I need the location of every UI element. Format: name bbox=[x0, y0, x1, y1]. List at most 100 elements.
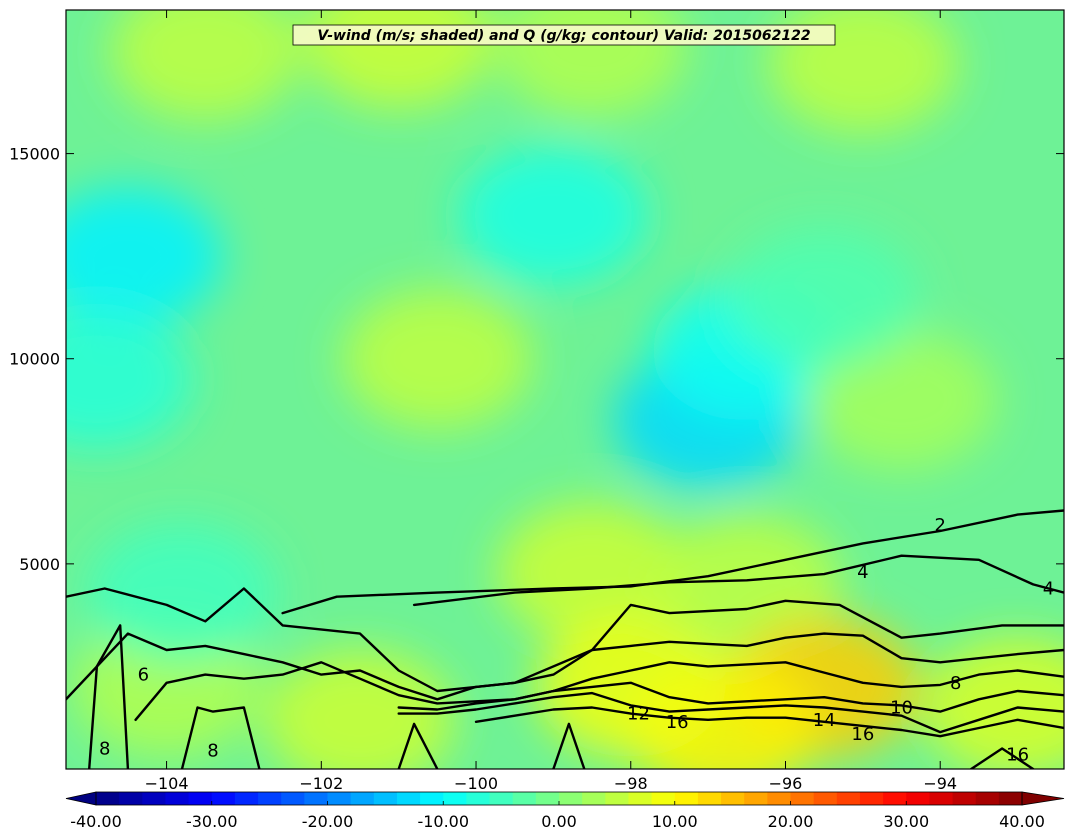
shade-feature-16 bbox=[535, 616, 726, 757]
shade-feature-5 bbox=[110, 10, 301, 122]
colorbar-cell-5 bbox=[211, 792, 236, 805]
shade-feature-0 bbox=[66, 186, 223, 327]
colorbar-cell-34 bbox=[883, 792, 907, 805]
colorbar-cell-22 bbox=[605, 792, 629, 805]
contour-label-1: 4 bbox=[857, 562, 868, 583]
colorbar-cell-12 bbox=[373, 792, 398, 805]
colorbar-cell-37 bbox=[952, 792, 977, 805]
contour-line-q8-10 bbox=[397, 722, 439, 769]
contour-label-11: 16 bbox=[851, 724, 874, 745]
colorbar-cell-20 bbox=[559, 792, 583, 805]
colorbar-tick-label-5: 10.00 bbox=[652, 812, 698, 831]
colorbar-cell-36 bbox=[929, 792, 954, 805]
x-axis: −104 −102 −100 −98 −96 −94 bbox=[145, 10, 957, 793]
contour-line-q4-1 bbox=[412, 554, 1064, 607]
colorbar-tick-label-6: 20.00 bbox=[768, 812, 814, 831]
contour-line-q16-7 bbox=[474, 706, 1064, 738]
title-background bbox=[292, 24, 836, 46]
y-tick-label-1: 10000 bbox=[9, 350, 60, 369]
contour-label-2: 4 bbox=[1043, 578, 1054, 599]
x-tick-label-4: −96 bbox=[769, 774, 803, 793]
colorbar-cell-26 bbox=[697, 792, 722, 805]
chart-title: V-wind (m/s; shaded) and Q (g/kg; contou… bbox=[317, 28, 810, 44]
contour-label-6: 8 bbox=[950, 673, 961, 694]
colorbar-tick-label-3: -10.00 bbox=[417, 812, 469, 831]
colorbar-cell-17 bbox=[489, 792, 514, 805]
contour-line-q12-5 bbox=[397, 681, 1064, 713]
contour-label-3: 6 bbox=[138, 665, 149, 686]
contour-label-12: 16 bbox=[1006, 745, 1029, 766]
shade-feature-10 bbox=[806, 329, 997, 470]
x-tick-label-5: −94 bbox=[923, 774, 957, 793]
colorbar-cell-9 bbox=[304, 792, 328, 805]
colorbar-cell-38 bbox=[975, 792, 1000, 805]
shade-feature-9 bbox=[342, 288, 533, 429]
contour-line-q8-3 bbox=[66, 632, 1064, 701]
colorbar-cell-14 bbox=[420, 792, 444, 805]
shade-feature-11 bbox=[729, 227, 920, 368]
colorbar-cell-28 bbox=[744, 792, 768, 805]
colorbar-tick-label-7: 30.00 bbox=[883, 812, 929, 831]
colorbar-cell-19 bbox=[535, 792, 560, 805]
colorbar-extend-low bbox=[65, 791, 97, 806]
colorbar-cell-16 bbox=[466, 792, 491, 805]
colorbar-tick-label-1: -30.00 bbox=[186, 812, 238, 831]
plot-area: 2 4 4 6 8 8 8 10 12 14 16 16 16 −104 −102 −100 −98 −96 −9… bbox=[9, 9, 1065, 793]
colorbar-cell-13 bbox=[396, 792, 421, 805]
colorbar-cells bbox=[65, 791, 1065, 806]
colorbar-tick-label-0: -40.00 bbox=[70, 812, 122, 831]
colorbar-cell-0 bbox=[96, 792, 120, 805]
contour-line-q16-12 bbox=[970, 747, 1035, 769]
colorbar-cell-6 bbox=[234, 792, 259, 805]
contour-line-q2-0 bbox=[281, 509, 1064, 615]
colorbar-cell-10 bbox=[327, 792, 352, 805]
contour-label-4: 8 bbox=[99, 738, 110, 759]
colorbar-cell-8 bbox=[281, 792, 305, 805]
colorbar-cell-25 bbox=[674, 792, 699, 805]
contour-line-q8-11 bbox=[552, 722, 586, 769]
contour-lines bbox=[66, 509, 1064, 769]
colorbar-cell-32 bbox=[836, 792, 861, 805]
colorbar-ticks: -40.00 -30.00 -20.00 -10.00 0.00 10.00 20.00 30… bbox=[70, 801, 1045, 831]
contour-line-q14-6 bbox=[397, 691, 1064, 734]
colorbar-cell-27 bbox=[721, 792, 745, 805]
contour-label-8: 12 bbox=[627, 704, 650, 725]
colorbar-cell-7 bbox=[258, 792, 282, 805]
contour-label-10: 16 bbox=[666, 712, 689, 733]
colorbar-cell-23 bbox=[628, 792, 653, 805]
colorbar-cell-21 bbox=[582, 792, 606, 805]
colorbar-cell-33 bbox=[859, 792, 884, 805]
y-tick-label-2: 15000 bbox=[9, 145, 60, 164]
contour-line-q8-9 bbox=[180, 706, 261, 769]
contour-line-q10-4 bbox=[134, 661, 1064, 721]
colorbar-cell-39 bbox=[998, 792, 1023, 805]
colorbar-cell-35 bbox=[906, 792, 930, 805]
x-tick-label-0: −104 bbox=[145, 774, 189, 793]
colorbar-cell-24 bbox=[651, 792, 676, 805]
colorbar-extend-high bbox=[1021, 791, 1065, 806]
colorbar-cell-30 bbox=[790, 792, 815, 805]
shade-feature-19 bbox=[922, 637, 1064, 769]
colorbar-tick-label-8: 40.00 bbox=[999, 812, 1045, 831]
colorbar-cell-11 bbox=[350, 792, 375, 805]
shade-feature-20 bbox=[87, 522, 278, 663]
shade-feature-1 bbox=[66, 309, 192, 450]
contour-label-5: 8 bbox=[207, 741, 218, 762]
colorbar: -40.00 -30.00 -20.00 -10.00 0.00 10.00 20.00 30… bbox=[65, 791, 1065, 831]
shade-feature-2 bbox=[458, 145, 649, 286]
y-axis: 5000 10000 15000 bbox=[9, 145, 1064, 574]
colorbar-cell-4 bbox=[188, 792, 213, 805]
colorbar-tick-label-2: -20.00 bbox=[302, 812, 354, 831]
x-tick-label-3: −98 bbox=[614, 774, 648, 793]
colorbar-cell-15 bbox=[443, 792, 467, 805]
plot-frame bbox=[65, 9, 1065, 770]
colorbar-cell-18 bbox=[512, 792, 537, 805]
contour-label-0: 2 bbox=[934, 515, 945, 536]
contour-line-q8-8 bbox=[87, 624, 130, 769]
x-tick-label-2: −100 bbox=[454, 774, 498, 793]
colorbar-cell-29 bbox=[767, 792, 791, 805]
x-tick-label-1: −102 bbox=[299, 774, 343, 793]
chart-title-box: V-wind (m/s; shaded) and Q (g/kg; contou… bbox=[292, 24, 836, 46]
contour-label-7: 10 bbox=[890, 697, 913, 718]
